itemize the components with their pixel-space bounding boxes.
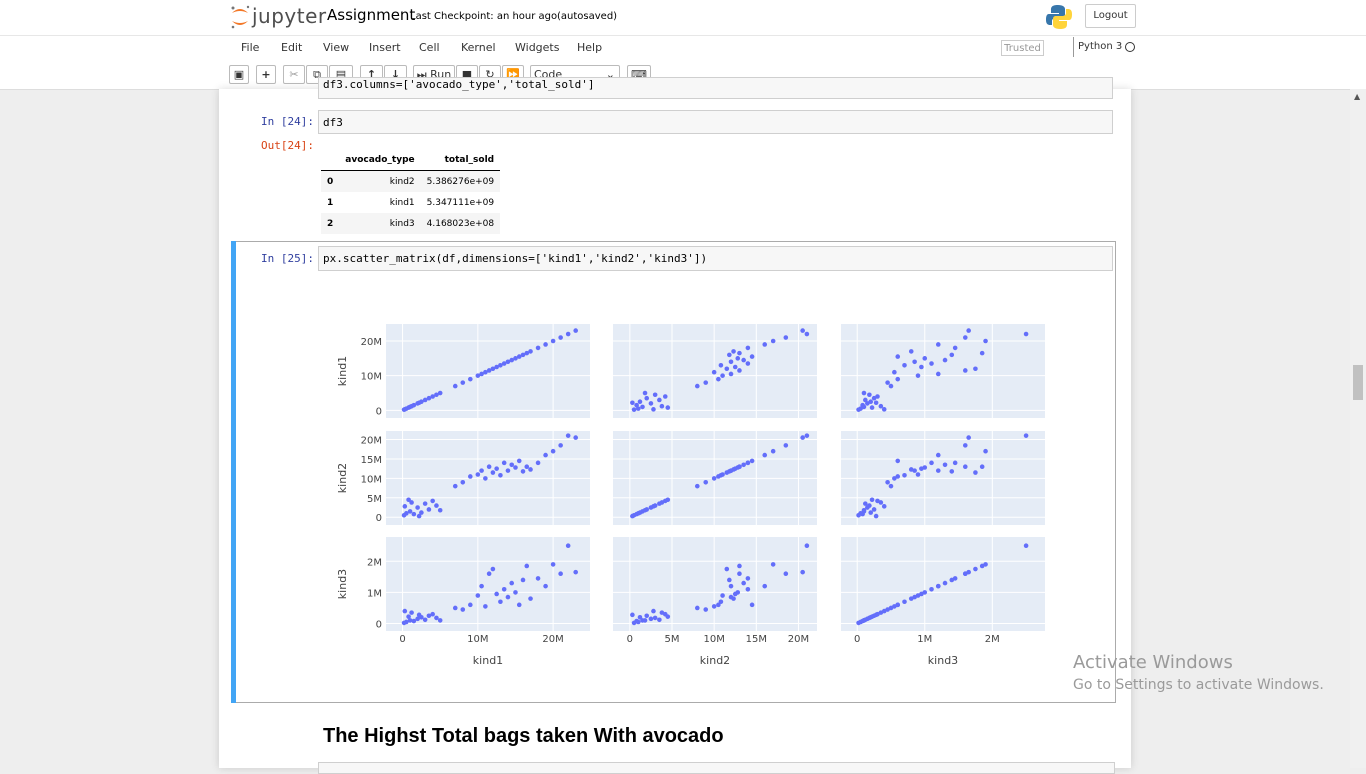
cut-button[interactable]: ✂	[283, 65, 305, 84]
insert-button[interactable]: +	[256, 65, 276, 84]
run-icon: ⏭	[416, 68, 431, 81]
jupyter-icon	[231, 5, 250, 29]
logout-button[interactable]: Logout	[1085, 4, 1136, 28]
code-input[interactable]: df3.columns=['avocado_type','total_sold'…	[318, 77, 1113, 99]
menu-item[interactable]: Widgets	[515, 41, 560, 54]
trusted-badge[interactable]: Trusted	[1001, 40, 1044, 56]
table-cell: 5.347111e+09	[426, 197, 495, 208]
table-cell: kind2	[389, 176, 415, 187]
code-input[interactable]: px.scatter_matrix(df,dimensions=['kind1'…	[318, 246, 1113, 271]
divider	[1073, 37, 1074, 57]
scrollbar-thumb[interactable]	[1353, 365, 1363, 400]
column-header: total_sold	[420, 149, 501, 171]
logo-text[interactable]: jupyter	[252, 4, 327, 28]
scrollbar[interactable]: ▲	[1350, 89, 1366, 768]
watermark-text: Go to Settings to activate Windows.	[1073, 677, 1324, 693]
table-row: 2 kind3 4.168023e+08	[321, 213, 501, 234]
kernel-indicator	[1125, 42, 1135, 52]
code-input[interactable]: df3	[318, 110, 1113, 134]
kernel-name: Python 3	[1078, 41, 1123, 52]
row-index: 1	[327, 197, 334, 208]
autosave: (autosaved)	[557, 11, 618, 22]
save-button[interactable]: ▣	[229, 65, 249, 84]
menu-item[interactable]: Cell	[419, 41, 440, 54]
checkpoint: Last Checkpoint: an hour ago	[410, 11, 558, 22]
table-cell: 4.168023e+08	[426, 218, 495, 229]
in-prompt: In [24]:	[261, 115, 314, 128]
menu-item[interactable]: Edit	[281, 41, 303, 54]
menu-item[interactable]: View	[323, 41, 350, 54]
dropdown-arrow: ⌄	[605, 68, 615, 81]
divider	[0, 35, 1366, 36]
python-logo	[1046, 5, 1072, 29]
dataframe-table: avocado_type total_sold 0 kind2 5.386276e+…	[321, 149, 501, 234]
notebook: df3.columns=['avocado_type','total_sold'…	[219, 77, 1131, 774]
column-header: avocado_type	[339, 149, 421, 171]
menu-item[interactable]: Help	[577, 41, 603, 54]
row-index: 2	[327, 218, 334, 229]
row-index: 0	[327, 176, 334, 187]
table-cell: 5.386276e+09	[426, 176, 495, 187]
index-header	[321, 149, 340, 171]
selected-cell[interactable]	[231, 241, 1116, 703]
in-prompt: In [25]:	[261, 252, 314, 265]
next-cell	[318, 762, 1115, 774]
watermark-title: Activate Windows	[1073, 652, 1233, 673]
out-prompt: Out[24]:	[261, 139, 314, 152]
selection-bar	[231, 241, 236, 703]
table-row: 1 kind1 5.347111e+09	[321, 192, 500, 213]
scroll-up-arrow[interactable]: ▲	[1354, 92, 1361, 101]
menu-item[interactable]: File	[241, 41, 260, 54]
notebook-name[interactable]: Assignment	[327, 6, 416, 24]
menu-item[interactable]: Insert	[369, 41, 401, 54]
header: jupyter Assignment Last Checkpoint: an h…	[0, 0, 1366, 90]
table-cell: kind1	[389, 197, 415, 208]
table-row: 0 kind2 5.386276e+09	[321, 170, 501, 192]
markdown-heading: The Highst Total bags taken With avocado	[323, 725, 724, 747]
menu-item[interactable]: Kernel	[461, 41, 496, 54]
table-cell: kind3	[389, 218, 415, 229]
